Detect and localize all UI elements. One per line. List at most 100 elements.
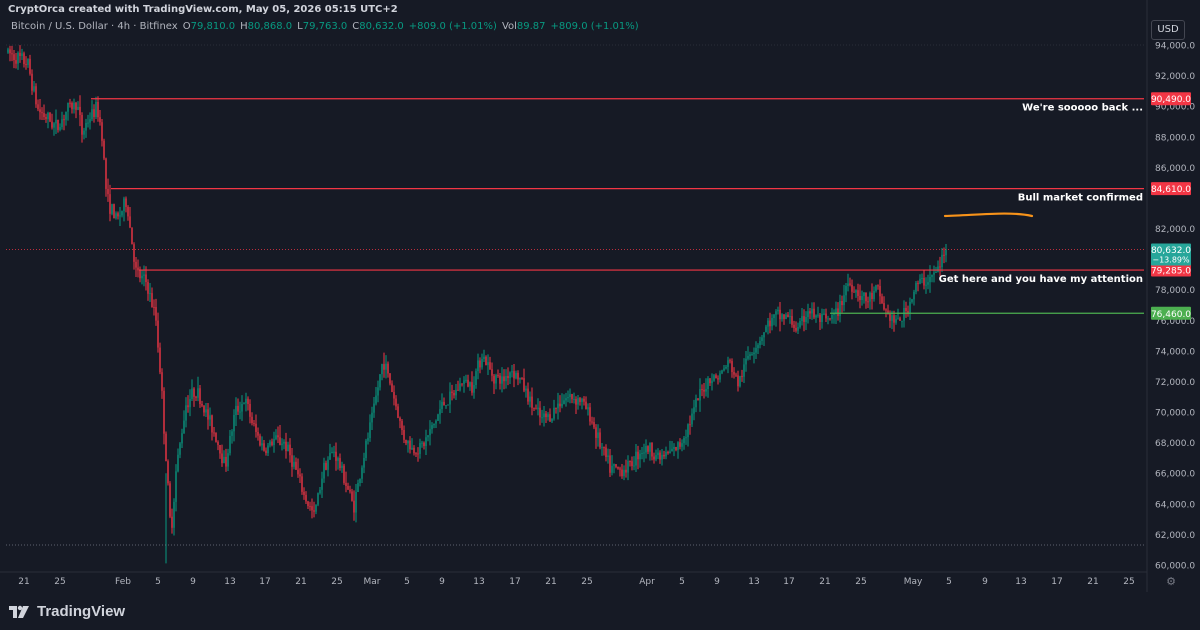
candle xyxy=(497,369,499,378)
candle xyxy=(611,455,613,476)
candle xyxy=(389,372,391,386)
candle xyxy=(589,403,591,426)
candle xyxy=(323,457,325,483)
candle xyxy=(173,498,175,536)
candle xyxy=(695,394,697,413)
candle xyxy=(141,269,143,285)
candle xyxy=(849,277,851,287)
candle xyxy=(283,439,285,450)
candle xyxy=(869,291,871,310)
candle xyxy=(717,375,719,385)
candle xyxy=(467,374,469,388)
candle xyxy=(719,370,721,383)
candle xyxy=(907,305,909,317)
candle xyxy=(115,211,117,220)
x-tick-label: 13 xyxy=(1015,577,1026,587)
candle xyxy=(675,446,677,452)
candle xyxy=(713,374,715,382)
candle xyxy=(147,279,149,301)
candle xyxy=(827,315,829,325)
candle xyxy=(905,301,907,318)
price-axis: 60,000.0 62,000.0 64,000.0 66,000.0 68,000.0… xyxy=(1146,0,1195,592)
candle xyxy=(729,358,731,364)
candle xyxy=(219,444,221,459)
candle xyxy=(517,370,519,386)
candle xyxy=(641,447,643,460)
currency-selector[interactable]: USD xyxy=(1151,20,1185,40)
candle xyxy=(73,98,75,114)
candle xyxy=(233,409,235,442)
candle xyxy=(377,380,379,403)
candle xyxy=(107,178,109,202)
candle xyxy=(895,315,897,325)
candle xyxy=(387,361,389,378)
x-tick-label: 17 xyxy=(509,577,520,587)
x-tick-label: 21 xyxy=(295,577,306,587)
candle xyxy=(179,442,181,459)
y-tick-label: 60,000.0 xyxy=(1155,561,1195,571)
candle xyxy=(777,306,779,315)
candle xyxy=(587,403,589,416)
candle xyxy=(55,109,57,134)
candle xyxy=(929,265,931,293)
candle xyxy=(473,376,475,399)
candle xyxy=(419,438,421,459)
candle xyxy=(941,248,943,272)
y-tick-label: 90,000.0 xyxy=(1155,103,1195,113)
candle xyxy=(201,400,203,408)
candle xyxy=(839,294,841,323)
price-chart[interactable]: We're sooooo back ... Bull market confirm… xyxy=(0,0,1200,592)
candle xyxy=(507,367,509,386)
time-axis: 21 25 Feb 5 9 13 17 21 25 Mar 5 9 13 17 21 25 Apr 5 9 13 17 2… xyxy=(0,571,1176,588)
candle xyxy=(925,277,927,294)
x-tick-label: 21 xyxy=(1087,577,1098,587)
x-tick-label: 17 xyxy=(783,577,794,587)
candle xyxy=(927,274,929,290)
candle xyxy=(655,449,657,462)
x-tick-label: 25 xyxy=(331,577,342,587)
candle xyxy=(135,257,137,278)
candle xyxy=(813,302,815,320)
candle xyxy=(127,205,129,221)
candle xyxy=(761,334,763,345)
tradingview-logo[interactable]: TradingView xyxy=(9,603,125,620)
candle xyxy=(933,265,935,283)
candle xyxy=(217,440,219,451)
candle xyxy=(753,347,755,364)
candle xyxy=(857,283,859,302)
candle xyxy=(623,465,625,481)
level-price-tag: 79,285.0 xyxy=(1151,263,1191,277)
candle xyxy=(363,452,365,474)
candle xyxy=(109,184,111,222)
candle xyxy=(71,101,73,114)
candle xyxy=(685,429,687,445)
candle xyxy=(159,342,161,375)
candle xyxy=(279,425,281,446)
candle xyxy=(549,408,551,422)
symbol-title[interactable]: Bitcoin / U.S. Dollar · 4h · Bitfinex xyxy=(11,21,178,32)
candle xyxy=(563,394,565,405)
y-tick-label: 94,000.0 xyxy=(1155,42,1195,52)
candle xyxy=(649,442,651,461)
candle xyxy=(769,312,771,334)
candle xyxy=(511,364,513,378)
y-tick-label: 92,000.0 xyxy=(1155,72,1195,82)
candle xyxy=(537,398,539,416)
candle xyxy=(919,274,921,285)
y-tick-label: 82,000.0 xyxy=(1155,225,1195,235)
candle xyxy=(485,355,487,366)
volume-label: Vol xyxy=(501,21,517,32)
candle xyxy=(909,297,911,321)
candle xyxy=(783,314,785,325)
candle xyxy=(739,375,741,388)
candle xyxy=(475,368,477,389)
candle xyxy=(661,448,663,466)
candle xyxy=(799,317,801,329)
candle xyxy=(261,436,263,451)
candle xyxy=(153,299,155,316)
candle xyxy=(553,399,555,421)
candle xyxy=(307,500,309,509)
candle xyxy=(519,377,521,384)
candle xyxy=(15,52,17,69)
x-tick-label: 5 xyxy=(679,577,685,587)
